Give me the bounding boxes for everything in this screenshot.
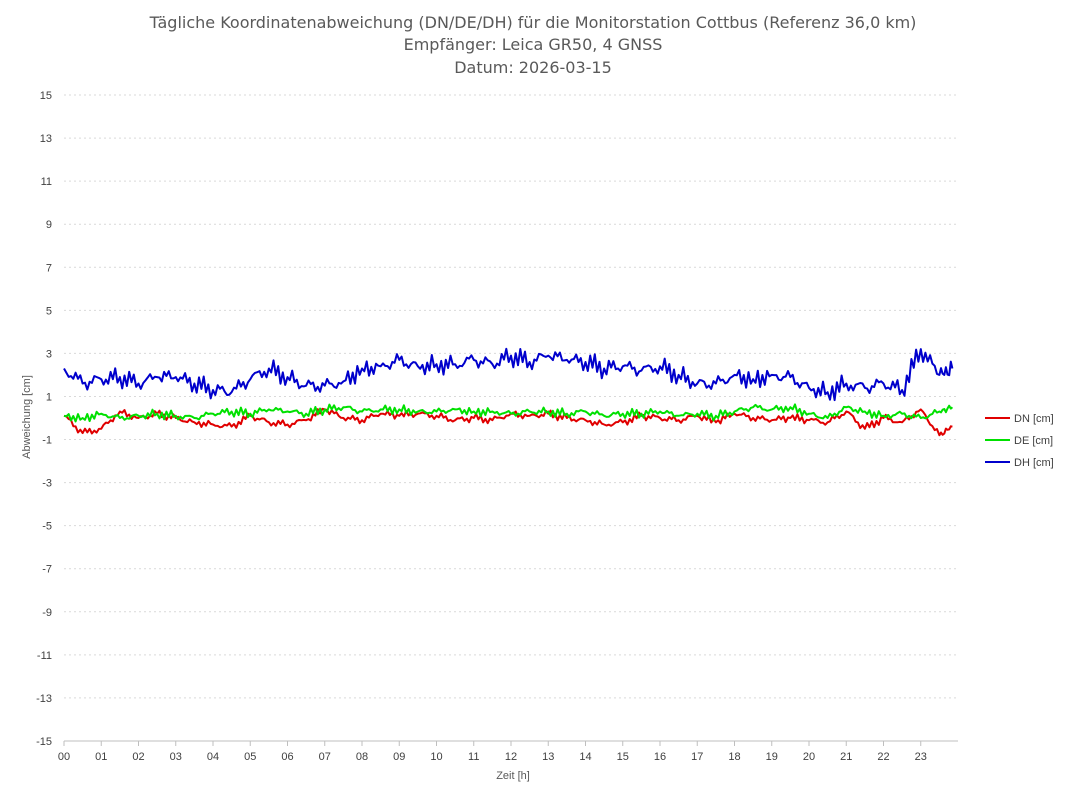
x-tick-label: 23	[915, 751, 927, 763]
y-axis-ticks: 15 13 11 9 7 5 3 1 -1 -3 -5 -7 -9 -11 -13 -15	[36, 90, 52, 748]
x-tick-label: 21	[840, 751, 852, 763]
x-tick-label: 12	[505, 751, 517, 763]
y-tick-label: -3	[42, 478, 52, 490]
x-tick-label: 17	[691, 751, 703, 763]
y-tick-label: 15	[40, 90, 52, 102]
x-tick-label: 07	[319, 751, 331, 763]
y-tick-label: 5	[46, 305, 52, 317]
x-tick-label: 01	[95, 751, 107, 763]
x-tick-label: 15	[617, 751, 629, 763]
x-tick-label: 20	[803, 751, 815, 763]
x-tick-label: 09	[393, 751, 405, 763]
legend-label-dn: DN [cm]	[1014, 413, 1054, 425]
x-tick-label: 10	[430, 751, 442, 763]
x-tick-label: 06	[281, 751, 293, 763]
series-line-dh	[63, 347, 954, 402]
y-tick-label: -1	[42, 435, 52, 447]
y-tick-label: -7	[42, 564, 52, 576]
x-tick-label: 04	[207, 751, 219, 763]
y-axis-title: Abweichung [cm]	[21, 375, 33, 459]
x-tick-label: 19	[766, 751, 778, 763]
data-series	[63, 347, 954, 437]
x-axis-ticks: 00 01 02 03 04 05 06 07 08 09 10 11 12 13 14 15 16 17 18 19…	[58, 740, 958, 763]
x-tick-label: 02	[132, 751, 144, 763]
y-tick-label: -9	[42, 607, 52, 619]
x-tick-label: 05	[244, 751, 256, 763]
x-tick-label: 00	[58, 751, 70, 763]
chart-title-line-2: Empfänger: Leica GR50, 4 GNSS	[404, 35, 663, 54]
x-tick-label: 13	[542, 751, 554, 763]
x-tick-label: 08	[356, 751, 368, 763]
y-tick-label: -5	[42, 521, 52, 533]
y-tick-label: 7	[46, 262, 52, 274]
legend: DN [cm] DE [cm] DH [cm]	[985, 413, 1054, 469]
y-tick-label: 1	[46, 391, 52, 403]
chart-title-line-1: Tägliche Koordinatenabweichung (DN/DE/DH…	[149, 13, 917, 32]
x-axis-title: Zeit [h]	[496, 770, 530, 782]
y-tick-label: 3	[46, 348, 52, 360]
x-tick-label: 11	[468, 751, 479, 763]
y-tick-label: 9	[46, 219, 52, 231]
x-tick-label: 22	[877, 751, 889, 763]
y-tick-label: 11	[41, 176, 52, 188]
x-tick-label: 18	[728, 751, 740, 763]
y-tick-label: -13	[36, 693, 52, 705]
x-tick-label: 14	[579, 751, 591, 763]
chart-title-line-3: Datum: 2026-03-15	[454, 58, 612, 77]
legend-label-dh: DH [cm]	[1014, 457, 1054, 469]
legend-label-de: DE [cm]	[1014, 435, 1053, 447]
x-tick-label: 03	[170, 751, 182, 763]
y-tick-label: 13	[40, 133, 52, 145]
y-tick-label: -15	[36, 736, 52, 748]
series-line-de	[63, 403, 954, 423]
x-tick-label: 16	[654, 751, 666, 763]
y-tick-label: -11	[37, 650, 52, 662]
